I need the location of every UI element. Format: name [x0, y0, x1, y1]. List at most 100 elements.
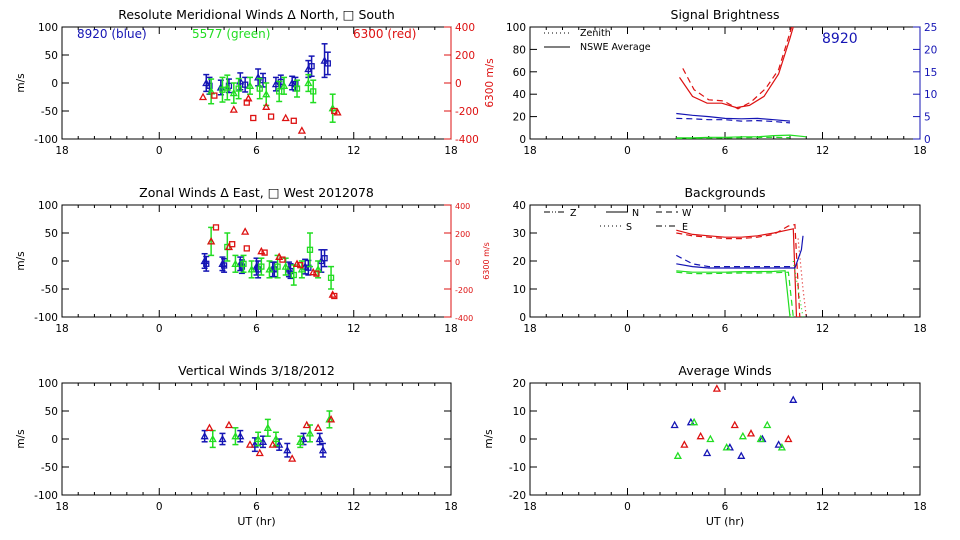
- x-tick-label: 18: [55, 145, 68, 157]
- data-point-square: [306, 246, 314, 253]
- panel-vertical: Vertical Winds 3/18/2012 18 0 6 12 18 UT (hr) 1…: [15, 363, 458, 528]
- x-tick-label: 18: [444, 323, 457, 335]
- y-tick-label: 80: [513, 44, 526, 56]
- data-point-square: [327, 274, 335, 281]
- legend-red: 6300 (red): [353, 27, 416, 41]
- x-tick-label: 0: [156, 501, 163, 513]
- series-line-green-dashed: [676, 136, 791, 139]
- right-y-tick-label: 20: [924, 44, 937, 56]
- data-point-triangle: [706, 434, 715, 443]
- y-axis-label: m/s: [15, 251, 27, 270]
- data-point-triangle: [297, 265, 306, 273]
- data-point-triangle: [763, 420, 772, 429]
- legend-label: E: [682, 222, 688, 233]
- x-tick-label: 0: [624, 145, 631, 157]
- right-y-tick-label: 400: [455, 22, 475, 34]
- y-tick-label: 0: [519, 434, 526, 446]
- data-point-square: [243, 99, 250, 106]
- data-point-triangle: [245, 440, 255, 448]
- y-tick-label: 0: [51, 434, 58, 446]
- legend-label: W: [682, 208, 692, 219]
- data-point-triangle: [304, 78, 313, 87]
- right-axis-label: 6300 m/s: [482, 242, 491, 280]
- x-tick-label: 12: [347, 145, 360, 157]
- data-point-triangle: [255, 448, 264, 457]
- x-tick-label: 18: [523, 323, 536, 335]
- data-point-triangle: [326, 415, 336, 423]
- y-tick-label: -50: [41, 284, 58, 296]
- y-tick-label: 0: [519, 312, 526, 324]
- data-point-triangle: [297, 126, 306, 134]
- data-point-triangle: [737, 451, 746, 459]
- data-point-triangle: [673, 451, 682, 459]
- data-point-triangle: [250, 440, 259, 448]
- panel-meridional: Resolute Meridional Winds Δ North, □ Sou…: [15, 7, 496, 157]
- data-point-square: [242, 81, 249, 88]
- legend-label: S: [626, 222, 632, 233]
- data-point-triangle: [223, 83, 232, 91]
- data-point-square: [212, 224, 220, 231]
- data-point-triangle: [302, 420, 311, 429]
- chart-title: Signal Brightness: [671, 7, 780, 22]
- series-line-red-dashed: [676, 223, 801, 317]
- right-y-tick-label: 0: [924, 134, 931, 146]
- x-tick-label: 6: [722, 323, 729, 335]
- y-tick-label: 100: [38, 22, 58, 34]
- x-tick-label: 6: [253, 145, 260, 157]
- data-point-square: [258, 263, 265, 270]
- x-tick-label: 18: [444, 501, 457, 513]
- series-line-red-solid: [679, 27, 794, 109]
- y-tick-label: -100: [34, 312, 58, 324]
- plot-frame: [529, 382, 921, 496]
- data-point-square: [290, 271, 297, 279]
- y-tick-label: 100: [38, 378, 58, 390]
- y-tick-label: 10: [513, 284, 526, 296]
- x-tick-label: 0: [156, 145, 163, 157]
- x-tick-label: 18: [913, 323, 926, 335]
- data-point-triangle: [281, 113, 290, 122]
- data-point-triangle: [746, 429, 756, 437]
- plot-area: [200, 224, 338, 300]
- data-point-triangle: [313, 423, 323, 431]
- y-tick-label: 100: [506, 22, 526, 34]
- y-tick-label: 50: [45, 406, 58, 418]
- data-point-triangle: [730, 420, 739, 429]
- x-tick-label: 12: [347, 501, 360, 513]
- data-point-square: [331, 292, 338, 300]
- data-point-triangle: [305, 429, 315, 437]
- data-point-square: [276, 88, 283, 95]
- data-point-triangle: [262, 102, 271, 110]
- x-axis-label: UT (hr): [706, 515, 744, 528]
- data-point-triangle: [296, 437, 305, 445]
- legend-label: Z: [570, 208, 577, 219]
- x-tick-label: 18: [55, 323, 68, 335]
- data-point-triangle: [315, 434, 324, 443]
- chart-title: Average Winds: [678, 363, 771, 378]
- y-tick-label: 10: [513, 406, 526, 418]
- data-point-triangle: [722, 443, 731, 451]
- series-line-blue-dashed: [676, 254, 796, 269]
- right-y-tick-label: -400: [455, 314, 473, 323]
- y-tick-label: -10: [509, 462, 526, 474]
- right-y-tick-label: 200: [455, 230, 470, 239]
- data-point-square: [229, 241, 236, 248]
- data-point-triangle: [301, 262, 310, 270]
- data-point-square: [274, 263, 281, 270]
- legend-blue: 8920 (blue): [77, 27, 147, 41]
- data-point-triangle: [784, 434, 793, 443]
- data-point-square: [235, 85, 242, 92]
- x-tick-label: 18: [913, 501, 926, 513]
- data-point-triangle: [756, 434, 765, 443]
- y-tick-label: 0: [51, 78, 58, 90]
- y-tick-label: 50: [45, 50, 58, 62]
- data-point-triangle: [328, 290, 337, 298]
- y-tick-label: -20: [509, 490, 526, 502]
- data-point-triangle: [207, 237, 216, 245]
- legend-label: N: [632, 208, 639, 219]
- data-point-triangle: [690, 417, 699, 426]
- data-point-triangle: [309, 267, 318, 276]
- right-y-tick-label: -200: [455, 106, 479, 118]
- right-y-tick-label: 200: [455, 50, 475, 62]
- data-point-triangle: [244, 94, 253, 102]
- legend-label: Zenith: [580, 28, 611, 39]
